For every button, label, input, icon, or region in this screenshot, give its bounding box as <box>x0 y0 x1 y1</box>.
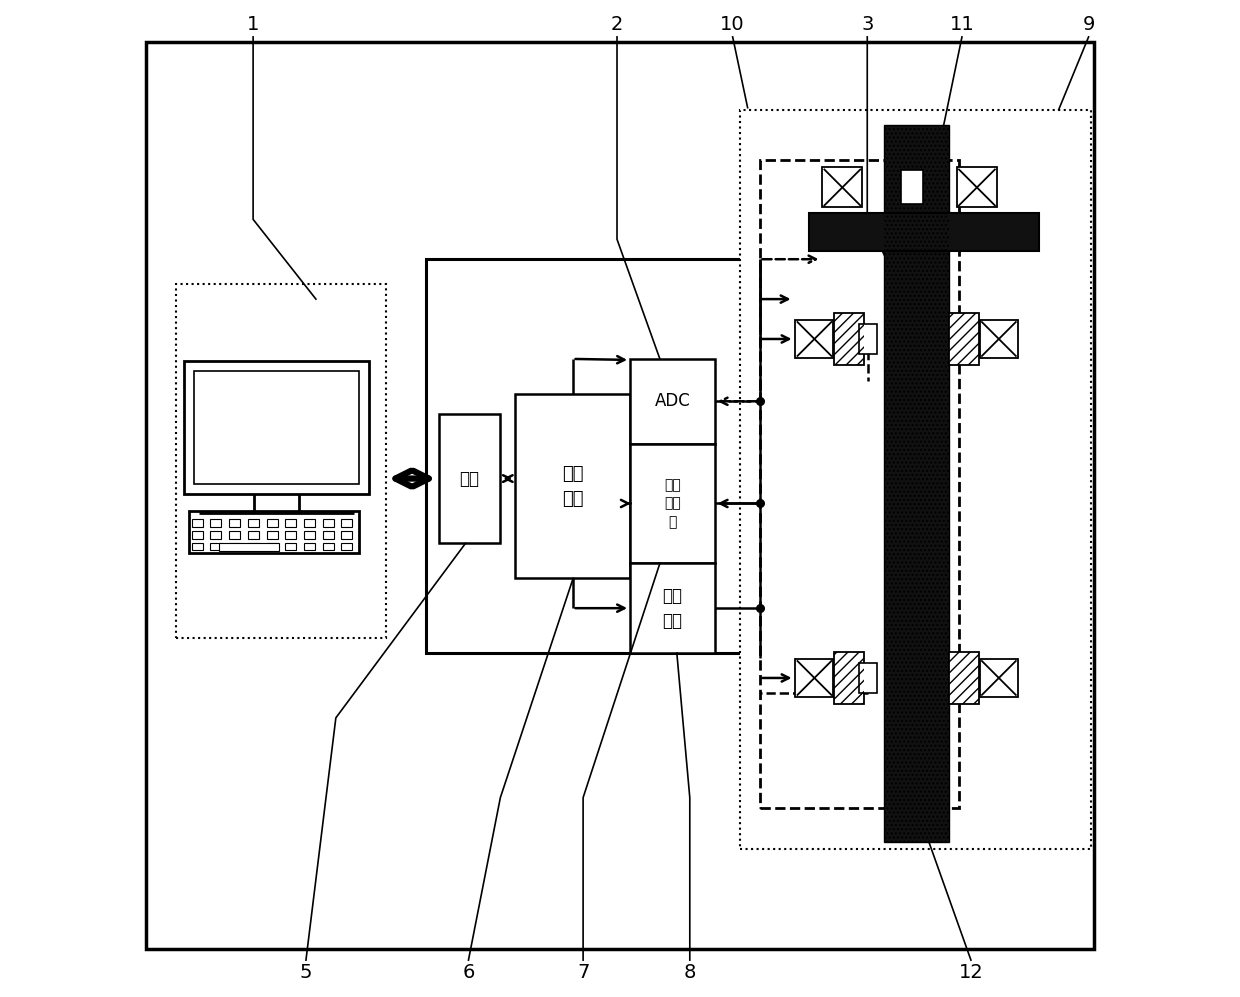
Text: 7: 7 <box>577 962 589 982</box>
Text: 2: 2 <box>611 15 624 35</box>
Bar <box>304 530 315 538</box>
Bar <box>630 563 714 653</box>
Bar <box>192 542 203 550</box>
Text: 9: 9 <box>1083 15 1095 35</box>
Bar <box>192 530 203 538</box>
Bar <box>185 361 368 494</box>
Text: 1: 1 <box>247 15 259 35</box>
Bar <box>248 542 259 550</box>
Bar <box>884 125 949 842</box>
Text: 控制
芯片: 控制 芯片 <box>562 465 583 507</box>
Bar <box>341 542 352 550</box>
Bar <box>796 659 833 697</box>
Bar <box>835 313 864 365</box>
Bar <box>835 652 864 704</box>
Bar <box>859 663 877 693</box>
Bar <box>229 519 241 526</box>
Bar <box>630 444 714 563</box>
Bar <box>219 543 279 551</box>
Bar <box>229 530 241 538</box>
Bar <box>980 320 1018 358</box>
Bar <box>425 259 780 653</box>
Bar <box>884 125 949 842</box>
Bar <box>192 519 203 526</box>
Text: 5: 5 <box>300 962 312 982</box>
Bar <box>304 519 315 526</box>
Text: 6: 6 <box>463 962 475 982</box>
Bar <box>285 519 296 526</box>
Bar <box>739 110 1091 849</box>
Bar <box>267 542 278 550</box>
Bar <box>630 359 714 444</box>
Bar <box>304 542 315 550</box>
Bar <box>439 414 501 543</box>
Bar <box>822 167 862 207</box>
Text: 串口: 串口 <box>460 470 480 488</box>
Bar <box>229 542 241 550</box>
Text: 11: 11 <box>950 15 975 35</box>
Bar <box>248 519 259 526</box>
Bar <box>949 313 978 365</box>
Bar <box>211 530 222 538</box>
Bar <box>211 542 222 550</box>
Text: 10: 10 <box>720 15 745 35</box>
Text: ADC: ADC <box>655 392 691 411</box>
Bar <box>341 519 352 526</box>
Bar <box>796 320 833 358</box>
Bar <box>810 213 1039 251</box>
Bar <box>195 371 358 484</box>
Bar <box>211 519 222 526</box>
Bar <box>190 511 358 553</box>
Bar <box>957 167 997 207</box>
Bar <box>516 394 630 578</box>
Text: 电流
驱动: 电流 驱动 <box>662 586 682 630</box>
Bar <box>285 542 296 550</box>
Bar <box>322 519 334 526</box>
Bar <box>267 519 278 526</box>
Bar <box>949 313 978 365</box>
Bar <box>267 530 278 538</box>
Bar <box>176 284 386 638</box>
Bar <box>835 652 864 704</box>
Text: 电流
传感
器: 电流 传感 器 <box>663 479 681 528</box>
Bar <box>248 530 259 538</box>
Bar <box>949 652 978 704</box>
Bar <box>285 530 296 538</box>
Bar <box>859 324 877 354</box>
Text: 8: 8 <box>683 962 696 982</box>
Bar <box>980 659 1018 697</box>
Bar <box>949 652 978 704</box>
Text: 3: 3 <box>861 15 873 35</box>
Bar <box>901 170 923 204</box>
Bar <box>322 530 334 538</box>
Bar <box>760 160 959 808</box>
Bar <box>835 313 864 365</box>
Text: 12: 12 <box>959 962 983 982</box>
Bar <box>322 542 334 550</box>
Bar <box>341 530 352 538</box>
